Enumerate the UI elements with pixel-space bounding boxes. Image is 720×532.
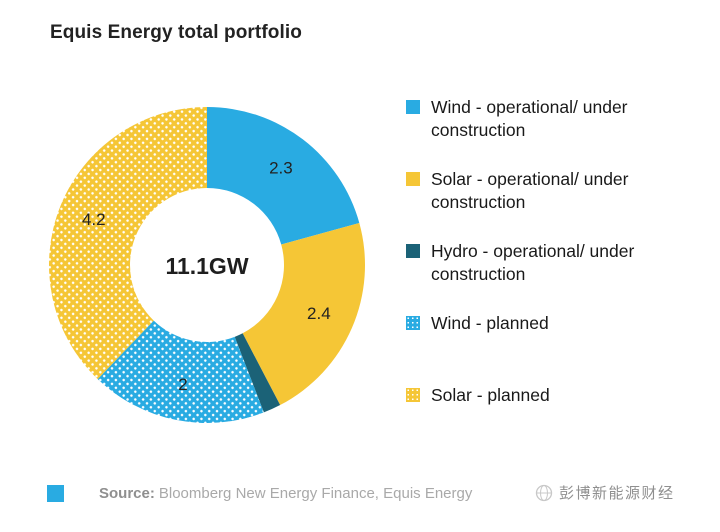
watermark: 彭博新能源财经	[530, 480, 679, 505]
segment-value-label: 4.2	[82, 210, 106, 229]
segment-value-label: 2	[178, 375, 187, 394]
donut-segment-4	[49, 107, 208, 380]
globe-icon	[535, 484, 553, 501]
legend-item-4: Solar - planned	[406, 384, 698, 456]
donut-segment-2	[234, 333, 281, 413]
legend-label: Hydro - operational/ under construction	[431, 241, 635, 285]
source-label: Source:	[99, 485, 155, 502]
legend-swatch	[406, 316, 420, 330]
legend-label: Wind - planned	[431, 313, 549, 333]
legend-item-1: Solar - operational/ under construction	[406, 168, 698, 240]
legend-label: Solar - operational/ under construction	[431, 169, 629, 213]
watermark-text: 彭博新能源财经	[559, 485, 675, 502]
legend-swatch	[406, 388, 420, 402]
page-title: Equis Energy total portfolio	[50, 22, 302, 43]
donut-segment-1	[242, 223, 366, 406]
segment-value-label: 2.3	[269, 158, 293, 177]
legend-swatch	[406, 100, 420, 114]
source-color-swatch	[47, 485, 64, 502]
legend: Wind - operational/ under construction So…	[406, 96, 698, 456]
legend-swatch	[406, 244, 420, 258]
donut-segment-3	[97, 320, 264, 424]
legend-label: Wind - operational/ under construction	[431, 97, 628, 141]
donut-center-label: 11.1GW	[165, 253, 248, 279]
segment-value-label: 2.4	[307, 304, 331, 323]
source-body: Bloomberg New Energy Finance, Equis Ener…	[158, 485, 473, 502]
legend-item-3: Wind - planned	[406, 312, 698, 384]
legend-swatch	[406, 172, 420, 186]
legend-item-2: Hydro - operational/ under construction	[406, 240, 698, 312]
legend-label: Solar - planned	[431, 385, 550, 405]
legend-item-0: Wind - operational/ under construction	[406, 96, 698, 168]
donut-chart: 11.1GW 2.3 2.4 2 4.2	[49, 107, 366, 424]
donut-segment-0	[207, 107, 360, 245]
source-row: Source: Bloomberg New Energy Finance, Equ…	[47, 485, 472, 502]
source-text: Source: Bloomberg New Energy Finance, Equ…	[99, 485, 472, 502]
